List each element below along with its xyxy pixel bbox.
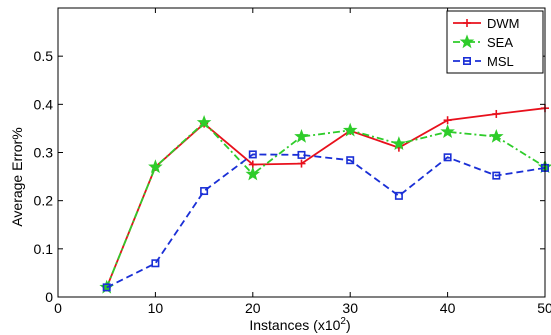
data-point-msl [394,191,403,200]
y-tick-label: 0.3 [34,145,54,161]
data-point-dwm [297,159,306,168]
data-point-msl [443,153,452,162]
data-point-sea [391,136,407,151]
data-point-msl [248,150,257,159]
data-point-sea [342,122,358,137]
data-point-sea [245,166,261,181]
data-point-sea [196,114,212,129]
legend-marker-msl [462,56,471,65]
legend: DWM SEA MSL [446,10,544,74]
legend-label-sea: SEA [487,35,513,50]
data-point-msl [200,187,209,196]
data-point-msl [492,171,501,180]
data-point-msl [297,150,306,159]
x-tick-label: 30 [342,300,358,316]
legend-label-msl: MSL [487,54,514,69]
series-dwm [102,104,549,292]
data-point-dwm [492,109,501,118]
data-point-sea [148,159,163,174]
data-point-dwm [443,116,452,125]
legend-marker-sea [459,34,475,49]
y-tick-label: 0.5 [34,48,54,64]
x-tick-label: 10 [148,300,164,316]
legend-marker-dwm [463,19,471,27]
x-tick-label: 40 [440,300,456,316]
legend-item-sea: SEA [453,34,513,50]
plot-area [99,104,551,294]
data-point-msl [151,259,160,268]
series-msl [102,150,549,292]
series-line-dwm [105,107,546,288]
legend-item-msl: MSL [453,54,514,69]
data-point-sea [440,124,455,138]
y-tick-label: 0.2 [34,193,54,209]
data-point-sea [294,128,309,143]
x-tick-label: 50 [537,300,551,316]
axes: 0 10 20 30 40 50 0 0.1 0.2 0.3 0.4 0.5 [34,7,551,316]
data-point-sea [489,128,504,143]
data-point-msl [102,283,111,292]
data-point-msl [346,156,355,165]
y-tick-label: 0.1 [34,241,54,257]
legend-label-dwm: DWM [487,16,520,31]
x-axis-title: Instances (x102) [249,316,350,333]
y-tick-label: 0.4 [34,96,54,112]
x-tick-label: 20 [245,300,261,316]
y-axis-title: Average Error% [9,127,25,226]
legend-item-dwm: DWM [453,16,520,31]
series-sea [99,114,551,294]
y-tick-label: 0 [45,289,53,305]
series-line-msl [106,153,546,289]
x-tick-label: 0 [54,300,62,316]
